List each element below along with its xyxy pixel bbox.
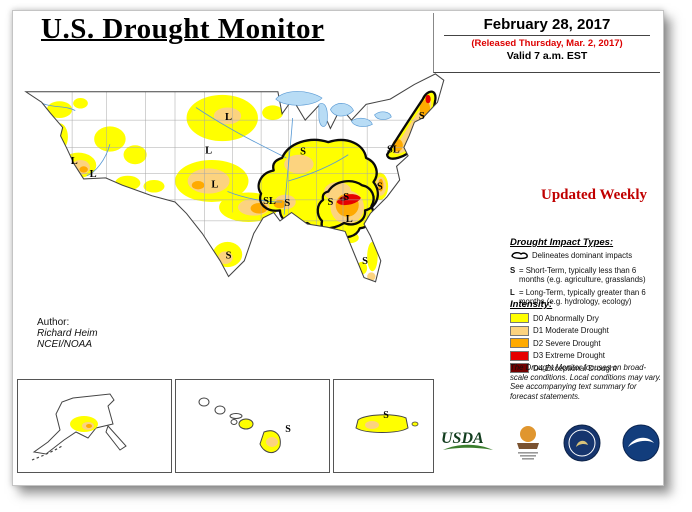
usda-logo: USDA bbox=[439, 423, 495, 468]
alaska-inset bbox=[17, 379, 172, 473]
d3-swatch bbox=[510, 350, 529, 361]
map-impact-label: L bbox=[211, 179, 218, 190]
author-name: Richard Heim bbox=[37, 328, 98, 339]
impact-item-short-term: S = Short-Term, typically less than 6 mo… bbox=[510, 266, 662, 284]
usda-logo-text: USDA bbox=[441, 430, 484, 447]
impact-item-long-term: L = Long-Term, typically greater than 6 … bbox=[510, 288, 662, 306]
intensity-heading: Intensity: bbox=[510, 299, 553, 310]
rivers bbox=[34, 98, 349, 215]
author-label: Author: bbox=[37, 317, 70, 328]
hawaii-map: S bbox=[198, 397, 291, 453]
legend-item-d2: D2 Severe Drought bbox=[510, 338, 662, 348]
valid-time: Valid 7 a.m. EST bbox=[506, 50, 588, 62]
map-impact-label: L bbox=[90, 169, 97, 180]
release-date: (Released Thursday, Mar. 2, 2017) bbox=[471, 38, 623, 49]
impact-prefix: L bbox=[510, 287, 515, 297]
map-impact-label: L bbox=[71, 156, 78, 167]
updated-weekly-note: Updated Weekly bbox=[541, 187, 647, 203]
map-impact-label: L bbox=[205, 146, 212, 157]
puerto-rico-map: S bbox=[355, 410, 419, 433]
hawaii-impact-label: S bbox=[285, 424, 291, 435]
aleutian-islands bbox=[31, 445, 63, 461]
impact-item-label: = Short-Term, typically less than 6 mont… bbox=[519, 266, 646, 285]
great-lakes bbox=[275, 91, 392, 127]
header-date-block: February 28, 2017 (Released Thursday, Ma… bbox=[433, 13, 660, 73]
intensity-legend: Intensity: D0 Abnormally Dry D1 Moderate… bbox=[510, 299, 662, 376]
alaska-map bbox=[31, 393, 127, 461]
page-title: U.S. Drought Monitor bbox=[41, 13, 325, 45]
legend-item-d3: D3 Extreme Drought bbox=[510, 350, 662, 361]
legend-item-d1: D1 Moderate Drought bbox=[510, 325, 662, 336]
d2-swatch bbox=[510, 338, 529, 348]
noaa-logo bbox=[621, 423, 661, 468]
legend-label: D2 Severe Drought bbox=[533, 338, 601, 348]
map-impact-label: S bbox=[419, 111, 425, 122]
map-impact-label: SL bbox=[263, 196, 276, 207]
impact-item-label: = Long-Term, typically greater than 6 mo… bbox=[519, 287, 646, 306]
legend-label: D3 Extreme Drought bbox=[533, 351, 605, 360]
vieques-island bbox=[411, 421, 419, 427]
impact-prefix: S bbox=[510, 266, 516, 276]
puerto-rico-d1-area bbox=[365, 421, 379, 429]
hawaii-d1-area bbox=[266, 437, 278, 447]
d0-swatch bbox=[510, 313, 529, 323]
impact-item-label: Delineates dominant impacts bbox=[532, 251, 633, 260]
report-date: February 28, 2017 bbox=[444, 16, 650, 36]
map-impact-label: L bbox=[225, 112, 232, 123]
map-impact-label: S bbox=[377, 181, 383, 192]
map-impact-label: S bbox=[343, 192, 349, 203]
author-block: Author: Richard Heim NCEI/NOAA bbox=[37, 317, 98, 350]
disclaimer-text: The Drought Monitor focuses on broad-sca… bbox=[510, 363, 662, 401]
alaska-d2-area bbox=[86, 424, 92, 428]
author-org: NCEI/NOAA bbox=[37, 339, 93, 350]
impact-types-heading: Drought Impact Types: bbox=[510, 237, 614, 248]
us-coastline bbox=[24, 73, 445, 283]
impact-outline-icon bbox=[510, 251, 532, 263]
legend-label: D4 Exceptional Drought bbox=[533, 363, 617, 373]
legend-item-d4: D4 Exceptional Drought bbox=[510, 363, 662, 373]
legend-label: D0 Abnormally Dry bbox=[533, 313, 599, 323]
map-impact-label: SL bbox=[387, 145, 400, 156]
legend-item-d0: D0 Abnormally Dry bbox=[510, 313, 662, 323]
commerce-seal-logo bbox=[562, 423, 602, 468]
map-impact-label: S bbox=[300, 147, 306, 158]
legend-label: D1 Moderate Drought bbox=[533, 326, 609, 335]
map-impact-label: L bbox=[346, 214, 353, 225]
impact-boundary-outlines bbox=[257, 90, 437, 239]
map-impact-label: S bbox=[327, 197, 333, 208]
drought-mitigation-center-logo bbox=[514, 423, 542, 468]
hawaii-inset: S bbox=[175, 379, 330, 473]
map-impact-label: S bbox=[362, 256, 368, 267]
drought-monitor-report: U.S. Drought Monitor February 28, 2017 (… bbox=[12, 10, 664, 486]
impact-types-legend: Drought Impact Types: Delineates dominan… bbox=[510, 237, 662, 309]
d4-swatch bbox=[510, 363, 529, 373]
puerto-rico-inset: S bbox=[333, 379, 434, 473]
map-impact-label: S bbox=[226, 251, 232, 262]
agency-logos: USDA bbox=[437, 417, 663, 473]
map-impact-label: S bbox=[284, 198, 290, 209]
puerto-rico-impact-label: S bbox=[383, 410, 389, 421]
impact-item-delineates: Delineates dominant impacts bbox=[510, 251, 662, 263]
d1-swatch bbox=[510, 325, 529, 336]
puerto-rico-island bbox=[355, 414, 409, 433]
